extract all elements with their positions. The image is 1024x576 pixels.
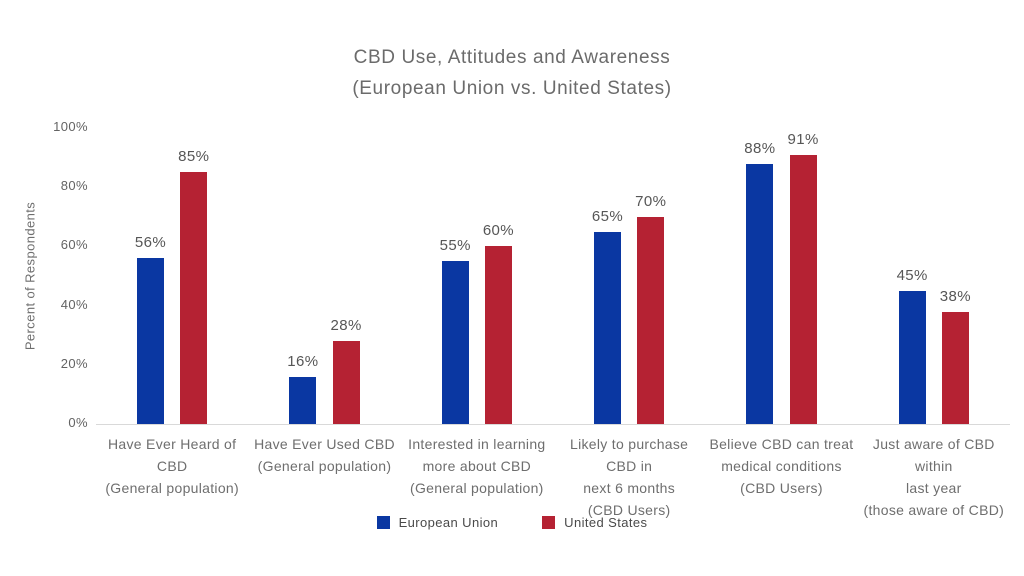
bar-wrapper: 65% bbox=[592, 208, 623, 424]
y-axis-title: Percent of Respondents bbox=[22, 201, 38, 351]
category-label-line: more about CBD bbox=[422, 458, 532, 474]
bar-wrapper: 70% bbox=[635, 193, 666, 424]
bar-value-label: 91% bbox=[787, 130, 819, 148]
category-label-line: (CBD Users) bbox=[740, 480, 823, 496]
category-label: Believe CBD can treat medical conditions (… bbox=[705, 433, 857, 521]
bar-wrapper: 28% bbox=[330, 317, 361, 424]
legend-label: United States bbox=[564, 515, 648, 530]
category-label-line: Just aware of CBD within bbox=[872, 436, 995, 474]
bar-group: 65% 70% bbox=[553, 128, 705, 424]
bar-value-label: 70% bbox=[635, 192, 667, 210]
category-label: Interested in learning more about CBD (Gen… bbox=[401, 433, 553, 521]
category-label: Likely to purchase CBD in next 6 months (C… bbox=[553, 433, 705, 521]
category-label-line: Have Ever Used CBD bbox=[254, 436, 395, 452]
category-label-line: medical conditions bbox=[721, 458, 842, 474]
bar-value-label: 45% bbox=[896, 266, 928, 284]
legend-label: European Union bbox=[398, 515, 499, 530]
bar-united-states bbox=[484, 246, 512, 424]
bar-european-union bbox=[746, 163, 774, 424]
bar-united-states bbox=[637, 216, 665, 424]
bar-value-label: 60% bbox=[482, 222, 515, 240]
bar-wrapper: 16% bbox=[287, 353, 318, 424]
y-axis-tick-label: 20% bbox=[60, 355, 88, 371]
bar-groups: 56% 85% 16% 28% 55% 60% 65% 70% 88% 91% 45% 38% bbox=[96, 128, 1010, 424]
category-label-line: (General population) bbox=[410, 480, 544, 496]
bar-value-label: 38% bbox=[939, 287, 972, 305]
legend-item: European Union bbox=[376, 515, 499, 530]
category-label-line: Believe CBD can treat bbox=[709, 436, 854, 452]
category-label: Just aware of CBD within last year (those … bbox=[858, 433, 1010, 521]
bar-value-label: 56% bbox=[134, 234, 167, 252]
bar-wrapper: 55% bbox=[440, 237, 471, 424]
bar-value-label: 85% bbox=[178, 148, 210, 166]
category-label: Have Ever Used CBD (General population) bbox=[248, 433, 400, 521]
bar-united-states bbox=[941, 311, 969, 424]
y-axis-tick-label: 60% bbox=[60, 237, 88, 253]
chart-title-line1: CBD Use, Attitudes and Awareness bbox=[353, 47, 671, 68]
bar-group: 45% 38% bbox=[858, 128, 1010, 424]
bar-european-union bbox=[289, 376, 317, 424]
y-axis-tick-label: 80% bbox=[60, 178, 88, 194]
bar-wrapper: 38% bbox=[940, 288, 971, 424]
bar-european-union bbox=[594, 231, 622, 424]
bar-european-union bbox=[898, 290, 926, 424]
bar-wrapper: 88% bbox=[744, 140, 775, 424]
category-label-line: Likely to purchase CBD in bbox=[570, 436, 689, 474]
bar-wrapper: 56% bbox=[135, 234, 166, 424]
bar-group: 56% 85% bbox=[96, 128, 248, 424]
bar-value-label: 16% bbox=[287, 352, 319, 370]
bar-wrapper: 91% bbox=[787, 131, 818, 424]
bar-united-states bbox=[332, 341, 360, 424]
category-label-line: (those aware of CBD) bbox=[863, 502, 1005, 518]
category-label-line: next 6 months bbox=[583, 480, 676, 496]
bar-wrapper: 45% bbox=[897, 267, 928, 424]
legend: European Union United States bbox=[0, 515, 1024, 530]
legend-swatch bbox=[542, 516, 556, 529]
bar-united-states bbox=[180, 172, 208, 424]
bar-group: 16% 28% bbox=[248, 128, 400, 424]
chart-title-line2: (European Union vs. United States) bbox=[352, 78, 672, 99]
bar-wrapper: 85% bbox=[178, 148, 209, 424]
bar-value-label: 65% bbox=[591, 207, 624, 225]
legend-swatch bbox=[376, 516, 390, 529]
category-label: Have Ever Heard of CBD (General populatio… bbox=[96, 433, 248, 521]
category-label-line: (General population) bbox=[105, 480, 239, 496]
bar-group: 88% 91% bbox=[705, 128, 857, 424]
bar-value-label: 88% bbox=[744, 139, 776, 157]
category-label-line: (General population) bbox=[257, 458, 392, 474]
category-label-line: last year bbox=[905, 480, 962, 496]
bar-value-label: 28% bbox=[330, 317, 362, 335]
category-label-line: Interested in learning bbox=[408, 436, 546, 452]
y-axis-tick-label: 100% bbox=[53, 119, 88, 134]
bar-wrapper: 60% bbox=[483, 222, 514, 424]
bar-group: 55% 60% bbox=[401, 128, 553, 424]
legend-item: United States bbox=[542, 515, 647, 530]
bar-european-union bbox=[441, 261, 469, 424]
category-label-line: (CBD Users) bbox=[587, 502, 671, 518]
bar-european-union bbox=[137, 258, 165, 424]
chart-title: CBD Use, Attitudes and Awareness (Europe… bbox=[0, 42, 1024, 104]
x-axis-category-labels: Have Ever Heard of CBD (General populatio… bbox=[96, 433, 1010, 521]
category-label-line: Have Ever Heard of CBD bbox=[107, 436, 237, 474]
plot-area: 56% 85% 16% 28% 55% 60% 65% 70% 88% 91% 45% 38% bbox=[96, 128, 1010, 425]
y-axis-tick-label: 0% bbox=[68, 415, 88, 430]
y-axis-tick-label: 40% bbox=[60, 296, 88, 312]
bar-value-label: 55% bbox=[439, 237, 471, 255]
bar-united-states bbox=[789, 154, 817, 424]
